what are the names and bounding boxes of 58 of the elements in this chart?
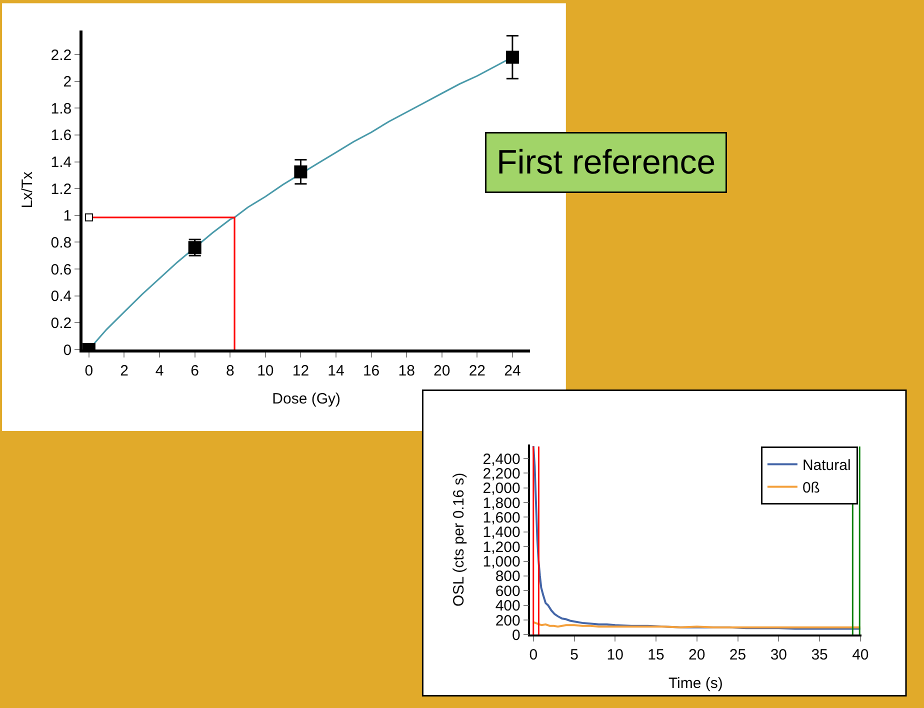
y-tick-label: 1.4 [50, 154, 72, 172]
y-tick-label: 0.6 [50, 261, 72, 278]
y-tick-label: 0.4 [50, 288, 72, 306]
x-tick-label: 12 [292, 362, 310, 380]
x-tick-label: 24 [504, 362, 521, 380]
y-tick-label: 1,600 [482, 509, 520, 526]
x-tick-label: 40 [852, 646, 869, 664]
x-tick-label: 2 [120, 362, 128, 380]
y-tick-label: 1,400 [482, 524, 520, 542]
x-tick-label: 0 [529, 646, 538, 664]
x-tick-label: 20 [688, 646, 706, 664]
y-tick-label: 200 [495, 612, 520, 630]
x-tick-label: 5 [570, 646, 578, 664]
y-tick-label: 1.6 [50, 127, 72, 144]
annotation: First reference [496, 144, 716, 182]
legend-label: Natural [802, 457, 851, 474]
y-axis-title: OSL (cts per 0.16 s) [450, 472, 468, 606]
x-tick-label: 6 [190, 362, 199, 380]
y-tick-label: 0.2 [50, 314, 72, 332]
x-tick-label: 0 [84, 362, 94, 380]
x-tick-label: 15 [648, 646, 664, 664]
x-tick-label: 20 [434, 362, 450, 380]
line-series [532, 445, 862, 630]
x-tick-label: 4 [155, 362, 164, 380]
y-tick-label: 2,200 [482, 465, 520, 482]
y-tick-label: 600 [495, 582, 520, 600]
y-tick-label: 2 [63, 74, 72, 91]
x-axis-title: Dose (Gy) [272, 390, 341, 408]
legend-label: 0ß [802, 480, 820, 497]
y-tick-label: 1,200 [482, 538, 520, 556]
y-tick-label: 0 [63, 342, 72, 359]
y-tick-label: 2,000 [482, 480, 520, 498]
y-tick-label: 1,800 [482, 494, 520, 512]
x-tick-label: 22 [468, 362, 486, 380]
y-tick-label: 0 [512, 626, 520, 644]
y-tick-label: 2.2 [50, 46, 72, 64]
y-tick-label: 2,400 [482, 450, 520, 468]
x-tick-label: 30 [770, 646, 788, 664]
y-tick-label: 1,000 [482, 554, 520, 571]
y-axis-title: Lx/Tx [18, 171, 36, 208]
point [294, 165, 308, 178]
x-tick-label: 16 [362, 362, 380, 380]
y-tick-label: 1 [63, 208, 72, 225]
point [84, 213, 93, 222]
y-tick-label: 1.8 [50, 100, 72, 118]
x-tick-label: 35 [811, 646, 828, 664]
x-axis-title: Time (s) [668, 674, 723, 692]
x-tick-label: 14 [328, 362, 344, 380]
x-tick-label: 10 [606, 646, 624, 664]
y-tick-label: 400 [495, 598, 520, 615]
y-tick-label: 0.8 [50, 234, 72, 252]
y-tick-label: 800 [495, 568, 520, 586]
x-tick-label: 10 [257, 362, 274, 380]
x-tick-label: 18 [398, 362, 415, 380]
point [506, 50, 519, 64]
y-tick-label: 1.2 [50, 180, 72, 198]
x-tick-label: 8 [226, 362, 234, 380]
x-tick-label: 25 [729, 646, 746, 664]
